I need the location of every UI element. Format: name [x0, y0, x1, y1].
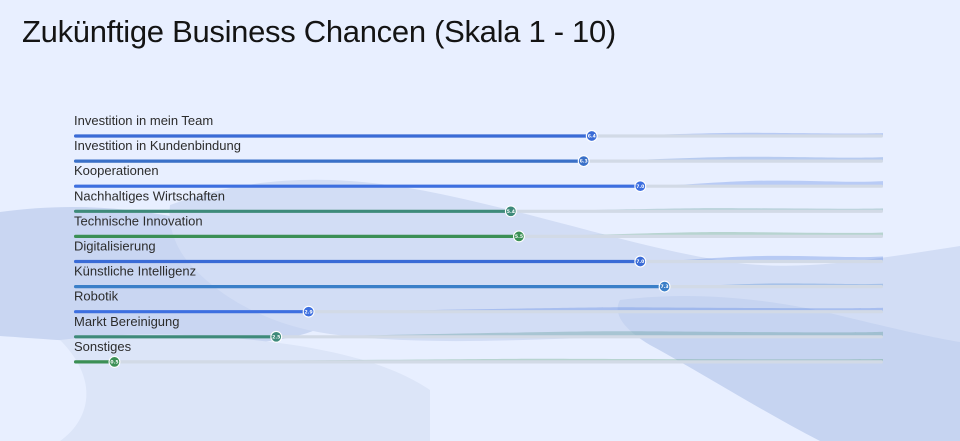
category-label: Robotik: [74, 289, 119, 304]
value-marker: [270, 330, 283, 343]
value-label: 5.5: [515, 234, 523, 240]
bar-track: [74, 360, 883, 364]
category-label: Sonstiges: [74, 339, 132, 354]
value-label: 6.3: [580, 159, 588, 165]
chart-row: Künstliche Intelligenz 7.3: [74, 264, 883, 293]
value-bar: [74, 310, 309, 314]
category-label: Investition in Kundenbindung: [74, 138, 241, 153]
value-label: 7.0: [636, 259, 644, 265]
value-marker: [504, 205, 517, 218]
value-marker: [634, 255, 647, 268]
value-marker: [585, 130, 598, 142]
chart-row: Digitalisierung 7.0: [74, 239, 883, 268]
value-bar: [74, 259, 641, 264]
value-marker: [108, 355, 121, 368]
chart-row: Markt Bereinigung 2.5: [74, 314, 883, 343]
value-marker: [634, 180, 647, 193]
category-label: Markt Bereinigung: [74, 314, 180, 329]
value-label: 5.4: [507, 209, 515, 215]
chart-row: Sonstiges 0.5: [74, 339, 883, 368]
value-label: 7.0: [636, 184, 644, 190]
value-label: 2.5: [272, 334, 280, 340]
value-marker: [512, 230, 525, 243]
value-bar: [74, 234, 519, 238]
value-bar: [74, 134, 592, 138]
value-marker: [577, 155, 590, 168]
chart-row: Kooperationen 7.0: [74, 163, 883, 193]
value-marker: [302, 305, 315, 318]
category-label: Investition in mein Team: [74, 113, 213, 128]
value-bar: [74, 209, 511, 213]
value-label: 2.9: [305, 309, 313, 315]
chart-row: Robotik 2.9: [74, 289, 883, 318]
category-label: Technische Innovation: [74, 213, 203, 228]
chart-row: Technische Innovation 5.5: [74, 213, 883, 243]
chart-row: Nachhaltiges Wirtschaften 5.4: [74, 188, 883, 218]
category-label: Digitalisierung: [74, 239, 156, 254]
chart-row: Investition in mein Team 6.4: [74, 113, 883, 142]
category-label: Nachhaltiges Wirtschaften: [74, 188, 225, 203]
value-bar: [74, 360, 115, 364]
chart-row: Investition in Kundenbindung 6.3: [74, 138, 883, 168]
category-label: Künstliche Intelligenz: [74, 264, 196, 279]
value-bar: [74, 184, 641, 188]
page-title: Zukünftige Business Chancen (Skala 1 - 1…: [22, 14, 616, 49]
value-label: 6.4: [588, 134, 596, 140]
value-bar: [74, 159, 584, 163]
background-wave-right: [617, 296, 960, 441]
value-label: 7.3: [660, 284, 668, 290]
value-marker: [658, 280, 671, 293]
value-label: 0.5: [110, 360, 118, 366]
category-label: Kooperationen: [74, 163, 159, 178]
value-bar: [74, 285, 665, 289]
value-bar: [74, 335, 277, 339]
